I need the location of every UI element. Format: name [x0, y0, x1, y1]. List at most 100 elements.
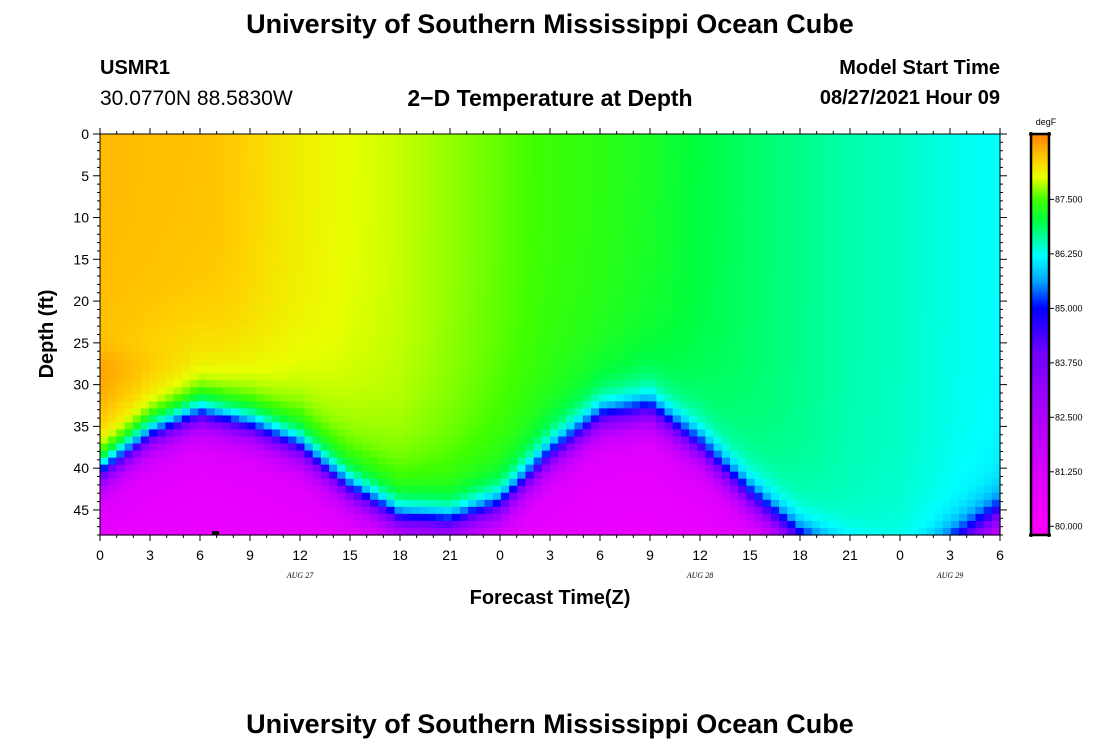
heatmap-cell [550, 232, 559, 241]
heatmap-cell [394, 485, 404, 494]
heatmap-cell [623, 394, 633, 402]
heatmap-cell [721, 373, 731, 381]
heatmap-cell [730, 520, 739, 529]
heatmap-cell [100, 443, 109, 452]
heatmap-cell [762, 457, 772, 466]
heatmap-cell [492, 478, 502, 487]
heatmap-cell [451, 478, 461, 487]
heatmap-cell [157, 506, 167, 515]
heatmap-cell [157, 197, 167, 205]
heatmap-cell [361, 330, 371, 339]
heatmap-cell [582, 274, 592, 283]
heatmap-cell [550, 520, 559, 529]
heatmap-cell [378, 485, 387, 494]
heatmap-cell [378, 141, 387, 149]
heatmap-cell [550, 295, 559, 304]
heatmap-cell [263, 408, 273, 417]
heatmap-cell [746, 429, 756, 438]
heatmap-cell [165, 274, 175, 283]
heatmap-cell [394, 253, 404, 262]
heatmap-cell [206, 520, 216, 529]
heatmap-cell [271, 225, 281, 234]
heatmap-cell [361, 443, 371, 452]
heatmap-cell [140, 457, 150, 466]
heatmap-cell [410, 443, 420, 452]
heatmap-cell [533, 295, 543, 304]
heatmap-cell [255, 176, 265, 184]
heatmap-cell [476, 176, 486, 184]
heatmap-cell [108, 330, 117, 339]
heatmap-cell [754, 267, 764, 276]
heatmap-cell [770, 211, 780, 220]
heatmap-cell [337, 302, 347, 311]
heatmap-cell [108, 295, 117, 304]
heatmap-cell [664, 281, 674, 290]
heatmap-cell [730, 506, 739, 515]
heatmap-cell [222, 281, 232, 290]
heatmap-cell [206, 394, 216, 402]
heatmap-cell [705, 302, 715, 311]
heatmap-cell [451, 204, 461, 212]
heatmap-cell [484, 302, 494, 311]
heatmap-cell [198, 457, 207, 466]
heatmap-cell [386, 387, 396, 395]
heatmap-cell [108, 148, 117, 156]
heatmap-cell [705, 309, 715, 318]
heatmap-cell [280, 338, 289, 346]
heatmap-cell [664, 330, 674, 339]
heatmap-cell [705, 260, 715, 269]
heatmap-cell [378, 436, 387, 445]
heatmap-cell [402, 218, 412, 227]
heatmap-cell [304, 373, 314, 381]
heatmap-cell [713, 190, 723, 198]
heatmap-cell [165, 260, 175, 269]
heatmap-cell [173, 183, 183, 191]
heatmap-cell [697, 155, 707, 163]
heatmap-cell [664, 345, 674, 353]
heatmap-cell [288, 387, 297, 395]
heatmap-cell [460, 415, 469, 424]
heatmap-cell [754, 190, 764, 198]
heatmap-cell [574, 352, 584, 360]
heatmap-cell [566, 429, 576, 438]
heatmap-cell [100, 506, 109, 515]
heatmap-cell [721, 330, 731, 339]
heatmap-cell [500, 527, 510, 536]
heatmap-cell [181, 267, 191, 276]
heatmap-cell [656, 338, 666, 346]
heatmap-cell [296, 176, 306, 184]
heatmap-cell [255, 485, 265, 494]
heatmap-cell [558, 246, 567, 255]
heatmap-cell [484, 366, 494, 374]
heatmap-cell [590, 211, 600, 220]
heatmap-cell [100, 267, 109, 276]
heatmap-cell [738, 520, 747, 529]
heatmap-cell [656, 204, 666, 212]
heatmap-cell [239, 232, 248, 241]
heatmap-cell [476, 464, 486, 473]
heatmap-cell [476, 492, 486, 501]
heatmap-cell [599, 288, 608, 297]
heatmap-cell [386, 316, 396, 325]
heatmap-cell [607, 253, 617, 262]
heatmap-cell [296, 162, 306, 170]
heatmap-cell [255, 211, 265, 220]
heatmap-cell [746, 513, 756, 522]
heatmap-cell [509, 330, 518, 339]
heatmap-cell [779, 457, 788, 466]
heatmap-cell [132, 401, 142, 409]
heatmap-cell [370, 394, 379, 402]
heatmap-cell [239, 380, 248, 388]
heatmap-cell [304, 527, 314, 536]
heatmap-cell [484, 373, 494, 381]
heatmap-cell [541, 359, 551, 367]
heatmap-cell [476, 211, 486, 220]
heatmap-cell [640, 281, 649, 290]
heatmap-cell [615, 394, 625, 402]
heatmap-cell [451, 260, 461, 269]
heatmap-cell [320, 176, 330, 184]
heatmap-cell [198, 281, 207, 290]
heatmap-cell [770, 408, 780, 417]
heatmap-cell [320, 387, 330, 395]
heatmap-cell [623, 457, 633, 466]
